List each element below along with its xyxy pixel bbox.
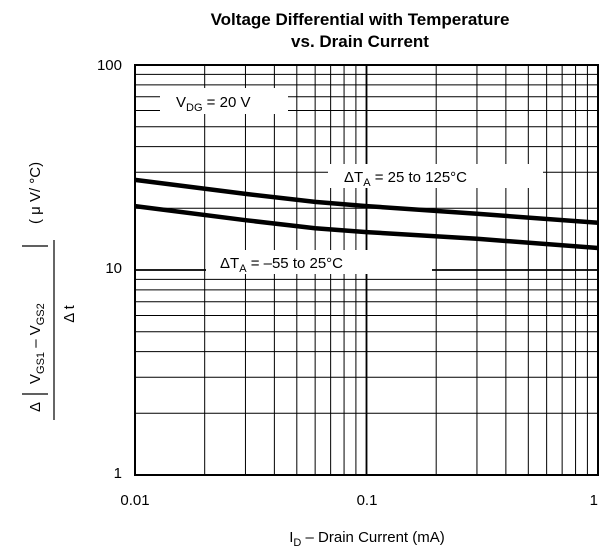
chart-title-line2: vs. Drain Current (291, 32, 429, 51)
series-line-25-to-125 (134, 177, 599, 226)
series1-label-bg (328, 164, 543, 188)
series2-label-bg (206, 250, 432, 274)
y-label-unit: ( μ V/ °C) (27, 162, 44, 224)
annotation-vdg: VDG = 20 V (176, 94, 250, 114)
y-label-denominator: Δ t (61, 304, 78, 322)
y-label-numerator: VGS1 – VGS2 (27, 303, 47, 384)
y-tick-label-10: 10 (105, 260, 122, 277)
y-label-delta: Δ (27, 402, 44, 412)
chart-title-line1: Voltage Differential with Temperature (211, 10, 510, 29)
y-tick-label-1: 1 (114, 465, 122, 482)
series2-label: ΔTA = –55 to 25°C (220, 255, 343, 275)
x-tick-label-1: 1 (590, 492, 598, 509)
y-tick-label-100: 100 (97, 57, 122, 74)
x-axis-label: ID – Drain Current (mA) (289, 529, 445, 549)
plot-frame (134, 64, 599, 476)
annotation-background (160, 88, 288, 114)
y-axis-label: Δ VGS1 – VGS2 Δ t ( μ V/ °C) (22, 162, 78, 420)
series-line-minus55-to-25 (134, 203, 599, 251)
x-tick-label-0.1: 0.1 (357, 492, 378, 509)
x-tick-label-0.01: 0.01 (120, 492, 149, 509)
series1-label: ΔTA = 25 to 125°C (344, 169, 467, 189)
grid (134, 64, 599, 476)
